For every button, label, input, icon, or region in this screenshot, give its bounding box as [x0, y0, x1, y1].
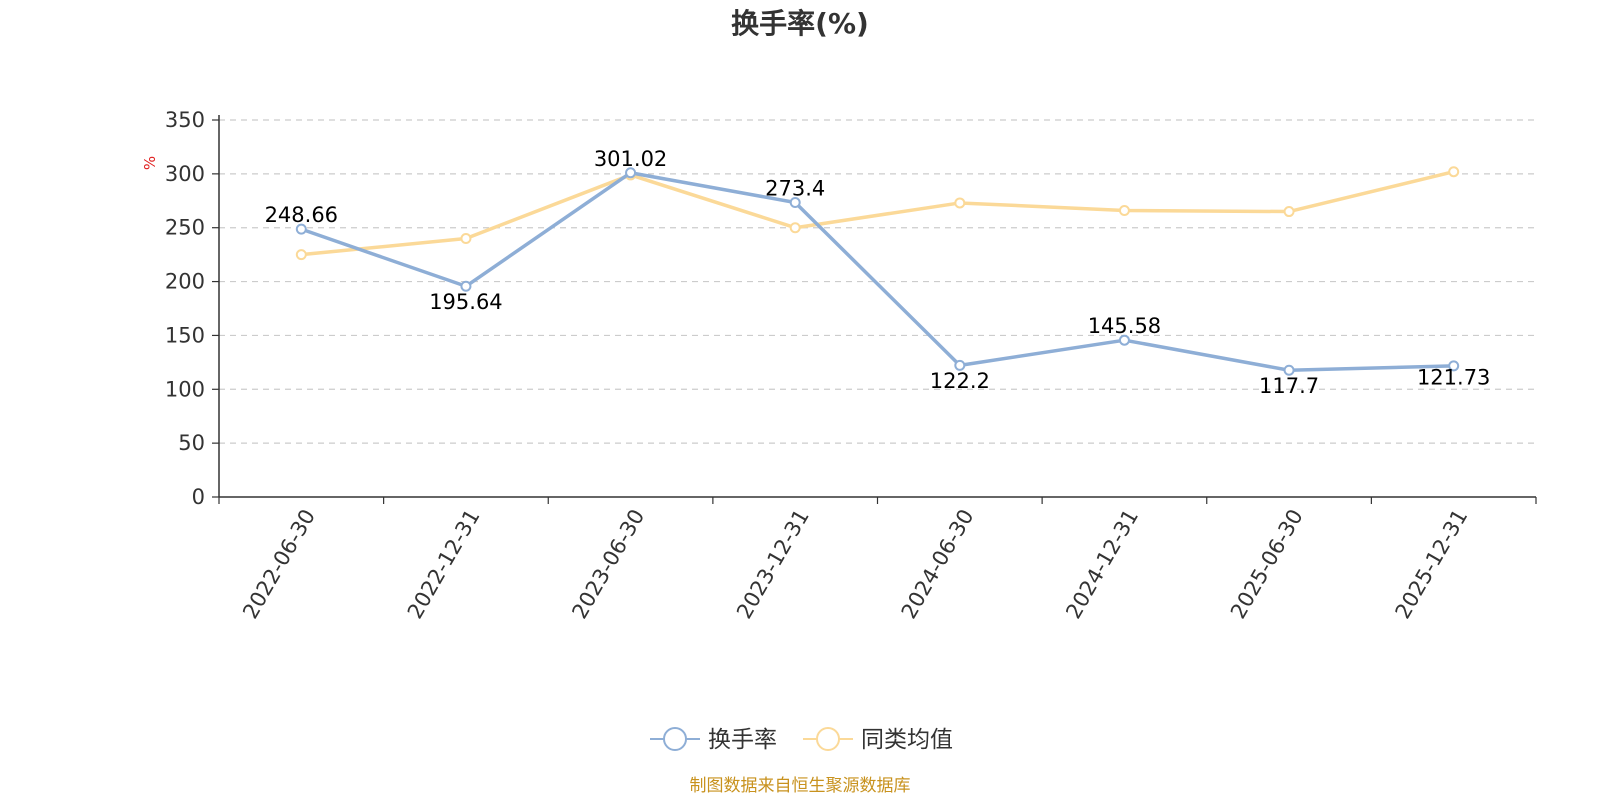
data-point	[1283, 206, 1295, 218]
legend-swatch-marker	[816, 727, 840, 751]
axes	[218, 115, 1536, 498]
x-tick-label: 2025-06-30	[1226, 505, 1308, 623]
data-point	[789, 197, 801, 209]
x-tick-label: 2025-12-31	[1391, 505, 1473, 623]
data-label: 273.4	[765, 177, 825, 201]
data-point	[954, 197, 966, 209]
y-tick-label: 150	[165, 323, 205, 347]
x-axis-ticks: 2022-06-30 2022-12-31 2023-06-30 2023-12-31…	[218, 497, 1537, 623]
y-axis-ticks: 0 50 100 150 200 250 300 350	[165, 108, 219, 509]
data-point	[1118, 204, 1130, 216]
y-tick-label: 350	[165, 108, 205, 132]
data-point	[954, 359, 966, 371]
data-label: 122.2	[930, 369, 990, 393]
x-tick-label: 2022-12-31	[403, 505, 485, 623]
x-tick-label: 2024-12-31	[1061, 505, 1143, 623]
y-tick-label: 250	[165, 216, 205, 240]
series-lines	[295, 166, 1460, 376]
x-tick-label: 2024-06-30	[897, 505, 979, 623]
data-point	[460, 232, 472, 244]
data-point	[1118, 334, 1130, 346]
data-label: 121.73	[1417, 366, 1490, 390]
data-point	[295, 249, 307, 261]
data-label: 145.58	[1088, 314, 1161, 338]
data-point	[295, 223, 307, 235]
data-point	[460, 280, 472, 292]
y-tick-label: 200	[165, 270, 205, 294]
x-tick-label: 2022-06-30	[238, 505, 320, 623]
data-label: 117.7	[1259, 374, 1319, 398]
legend[interactable]: 换手率 同类均值	[650, 727, 953, 753]
data-point	[1283, 364, 1295, 376]
x-tick-label: 2023-06-30	[567, 505, 649, 623]
series-line	[301, 170, 1455, 257]
legend-swatch-marker	[663, 727, 687, 751]
data-label: 195.64	[429, 290, 502, 314]
legend-label: 同类均值	[861, 727, 953, 753]
x-tick-label: 2023-12-31	[732, 505, 814, 623]
legend-item-0[interactable]: 换手率	[650, 727, 777, 753]
chart-title: 换手率(%)	[731, 7, 869, 40]
series-0	[295, 167, 1460, 376]
data-point	[789, 222, 801, 234]
data-point	[625, 167, 637, 179]
y-tick-label: 100	[165, 377, 205, 401]
series-1	[295, 166, 1460, 261]
y-tick-label: 0	[192, 485, 205, 509]
series-line	[300, 171, 1454, 372]
data-labels: 248.66 195.64 301.02 273.4 122.2 145.58 117.7 1…	[265, 147, 1491, 398]
y-tick-label: 300	[165, 162, 205, 186]
data-source-note: 制图数据来自恒生聚源数据库	[690, 776, 911, 796]
data-label: 248.66	[265, 203, 338, 227]
data-point	[1448, 166, 1460, 178]
legend-label: 换手率	[708, 727, 777, 753]
y-axis-unit-label: %	[141, 156, 159, 170]
y-tick-label: 50	[178, 431, 205, 455]
data-label: 301.02	[594, 147, 667, 171]
legend-item-1[interactable]: 同类均值	[803, 727, 953, 753]
data-point	[1448, 360, 1460, 372]
